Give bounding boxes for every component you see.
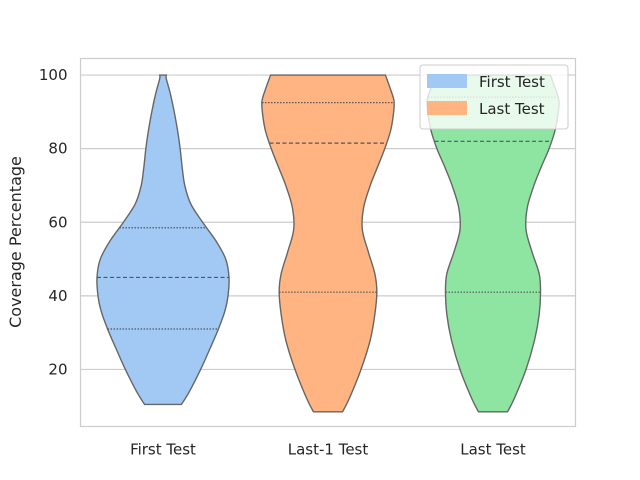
violins	[96, 74, 560, 413]
y-tick-label: 100	[39, 66, 68, 84]
x-tick-label: First Test	[130, 441, 196, 459]
violin-first-test	[96, 74, 230, 406]
x-tick-label: Last-1 Test	[288, 441, 369, 459]
legend-label: Last Test	[479, 100, 545, 118]
y-tick-label: 80	[48, 140, 67, 158]
violin-last-1-test	[261, 74, 395, 413]
legend: First Test Last Test	[419, 64, 569, 130]
y-tick-labels: 20 40 60 80 100	[39, 66, 68, 378]
legend-swatch	[427, 101, 467, 115]
y-tick-label: 60	[48, 213, 67, 231]
x-tick-label: Last Test	[460, 441, 526, 459]
y-axis-label: Coverage Percentage	[6, 156, 25, 328]
x-tick-labels: First Test Last-1 Test Last Test	[130, 441, 526, 459]
y-tick-label: 20	[48, 360, 67, 378]
violin-body	[96, 74, 230, 406]
plot-frame	[79, 57, 577, 428]
legend-label: First Test	[479, 73, 545, 91]
y-tick-label: 40	[48, 287, 67, 305]
legend-swatch	[427, 74, 467, 88]
violin-body	[261, 74, 395, 413]
